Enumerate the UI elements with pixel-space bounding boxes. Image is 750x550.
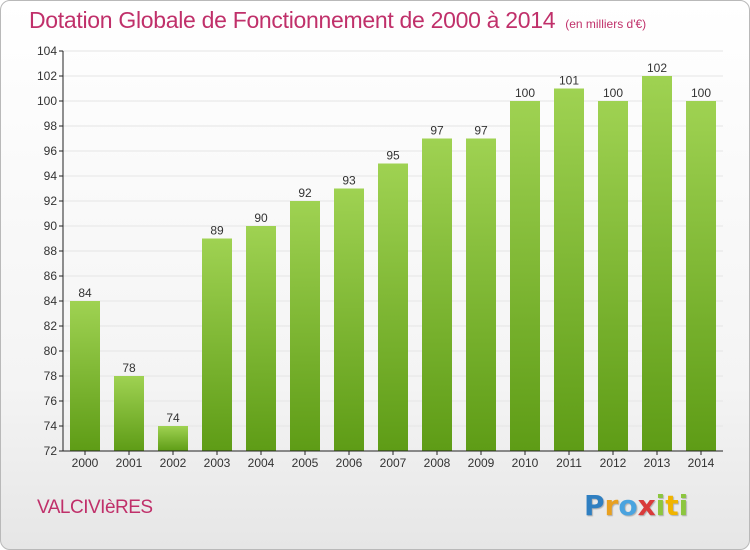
proxiti-logo: Proxiti [584, 489, 689, 522]
bar [202, 238, 232, 451]
bar-value-label: 90 [254, 211, 268, 225]
x-tick-label: 2000 [72, 456, 99, 470]
bar [158, 426, 188, 451]
bar [70, 301, 100, 451]
bar [422, 138, 452, 451]
chart-unit: (en milliers d'€) [565, 17, 647, 31]
bar-value-label: 100 [515, 86, 535, 100]
bar-value-label: 93 [342, 174, 356, 188]
x-tick-label: 2012 [600, 456, 627, 470]
bars: 84 78 74 89 90 92 93 95 97 97 100 101 100 102 100 [70, 61, 716, 451]
x-tick-label: 2014 [688, 456, 715, 470]
y-tick-label: 94 [44, 169, 58, 183]
y-tick-label: 74 [44, 419, 58, 433]
y-tick-label: 76 [44, 394, 58, 408]
bar-value-label: 100 [691, 86, 711, 100]
x-tick-label: 2008 [424, 456, 451, 470]
y-tick-label: 90 [44, 219, 58, 233]
y-tick-label: 80 [44, 344, 58, 358]
bar-value-label: 84 [78, 286, 92, 300]
bar-value-label: 100 [603, 86, 623, 100]
axes: 72 74 76 78 80 82 84 86 88 90 92 94 96 98 100 102 104 200… [37, 44, 723, 470]
bar-value-label: 74 [166, 411, 180, 425]
x-tick-label: 2009 [468, 456, 495, 470]
bar [290, 201, 320, 451]
commune-name: VALCIVIèRES [37, 497, 153, 518]
x-tick-label: 2004 [248, 456, 275, 470]
x-tick-label: 2011 [556, 456, 582, 470]
x-tick-label: 2013 [644, 456, 671, 470]
y-tick-label: 82 [44, 319, 58, 333]
y-tick-label: 86 [44, 269, 58, 283]
bar [378, 163, 408, 451]
bar-value-label: 95 [386, 149, 400, 163]
y-tick-label: 104 [37, 44, 57, 58]
y-tick-label: 102 [37, 69, 57, 83]
bar-value-label: 102 [647, 61, 667, 75]
y-tick-label: 78 [44, 369, 58, 383]
y-tick-label: 100 [37, 94, 57, 108]
bar-value-label: 92 [298, 186, 312, 200]
bar [510, 101, 540, 451]
x-tick-label: 2006 [336, 456, 363, 470]
bar-value-label: 89 [210, 224, 224, 238]
x-tick-label: 2005 [292, 456, 319, 470]
bar-value-label: 97 [430, 124, 444, 138]
x-tick-label: 2007 [380, 456, 407, 470]
bar [554, 88, 584, 451]
bar [114, 376, 144, 451]
bar-value-label: 78 [122, 361, 136, 375]
y-tick-label: 96 [44, 144, 58, 158]
y-tick-label: 72 [44, 444, 58, 458]
bar [466, 138, 496, 451]
bar [642, 76, 672, 451]
y-tick-label: 88 [44, 244, 58, 258]
bar-value-label: 97 [474, 124, 488, 138]
bar [686, 101, 716, 451]
x-tick-label: 2003 [204, 456, 231, 470]
bar [598, 101, 628, 451]
y-tick-label: 84 [44, 294, 58, 308]
x-tick-label: 2001 [116, 456, 143, 470]
bar [246, 226, 276, 451]
chart-title-text: Dotation Globale de Fonctionnement de 20… [29, 7, 556, 33]
y-tick-label: 98 [44, 119, 58, 133]
y-tick-label: 92 [44, 194, 58, 208]
chart-title: Dotation Globale de Fonctionnement de 20… [29, 7, 646, 34]
bar [334, 188, 364, 451]
bar-value-label: 101 [559, 74, 579, 88]
x-tick-label: 2010 [512, 456, 539, 470]
x-tick-label: 2002 [160, 456, 187, 470]
